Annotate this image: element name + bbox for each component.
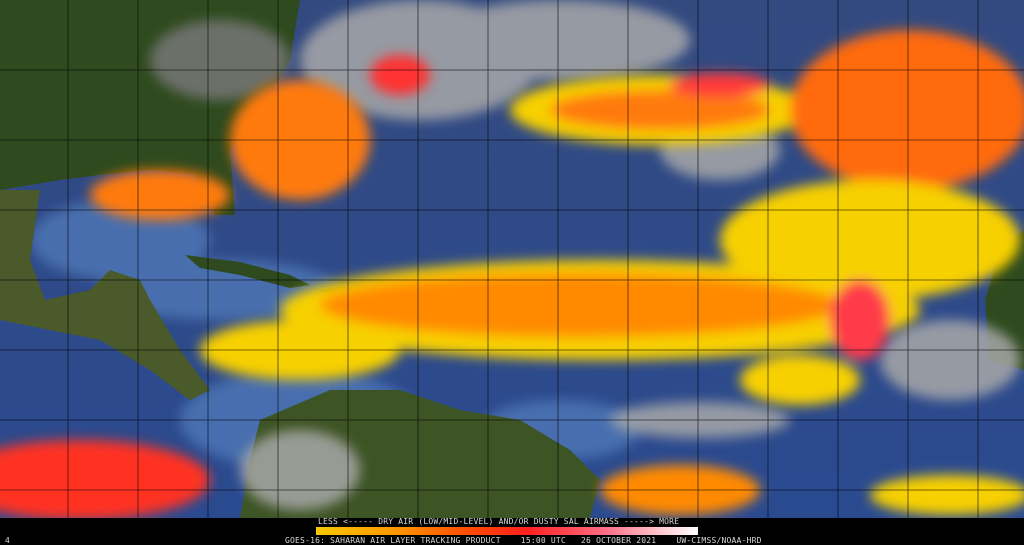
footer-caption: GOES-16: SAHARAN AIR LAYER TRACKING PROD…	[285, 536, 762, 545]
legend-title: LESS <----- DRY AIR (LOW/MID-LEVEL) AND/…	[318, 517, 680, 526]
frame-number: 4	[5, 536, 11, 545]
sal-satellite-map	[0, 0, 1024, 518]
lat-lon-grid	[0, 0, 1024, 518]
product-time: 15:00 UTC	[520, 536, 566, 545]
product-credit: UW-CIMSS/NOAA-HRD	[676, 536, 762, 545]
product-name: GOES-16: SAHARAN AIR LAYER TRACKING PROD…	[285, 536, 501, 545]
product-date: 26 OCTOBER 2021	[581, 536, 657, 545]
sal-colorbar	[316, 527, 698, 535]
mexico-central-america	[0, 190, 210, 400]
